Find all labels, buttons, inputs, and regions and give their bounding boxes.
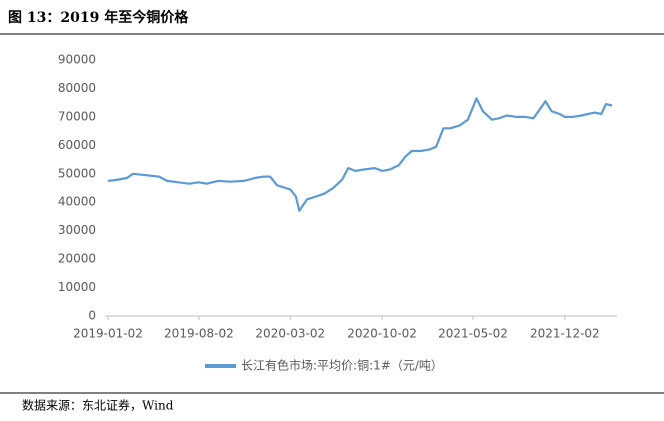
y-tick-label: 90000: [58, 53, 96, 67]
y-tick-label: 60000: [58, 138, 96, 152]
y-tick-label: 30000: [58, 223, 96, 237]
x-tick-label: 2019-08-02: [164, 327, 234, 341]
y-tick-label: 20000: [58, 252, 96, 266]
x-tick-label: 2019-01-02: [73, 327, 143, 341]
y-tick-label: 50000: [58, 166, 96, 180]
x-tick-label: 2020-03-02: [255, 327, 325, 341]
price-line: [107, 97, 613, 212]
x-tick-label: 2021-05-02: [438, 327, 508, 341]
source-note: 数据来源：东北证券，Wind: [22, 398, 174, 413]
x-tick-label: 2020-10-02: [347, 327, 417, 341]
y-tick-label: 70000: [58, 109, 96, 123]
x-tick-label: 2021-12-02: [530, 327, 600, 341]
y-tick-label: 40000: [58, 195, 96, 209]
y-tick-label: 10000: [58, 280, 96, 294]
y-tick-label: 80000: [58, 81, 96, 95]
legend-label: 长江有色市场:平均价:铜:1#（元/吨）: [241, 358, 443, 373]
figure-title: 图 13：2019 年至今铜价格: [8, 9, 189, 26]
y-tick-label: 0: [88, 309, 96, 323]
